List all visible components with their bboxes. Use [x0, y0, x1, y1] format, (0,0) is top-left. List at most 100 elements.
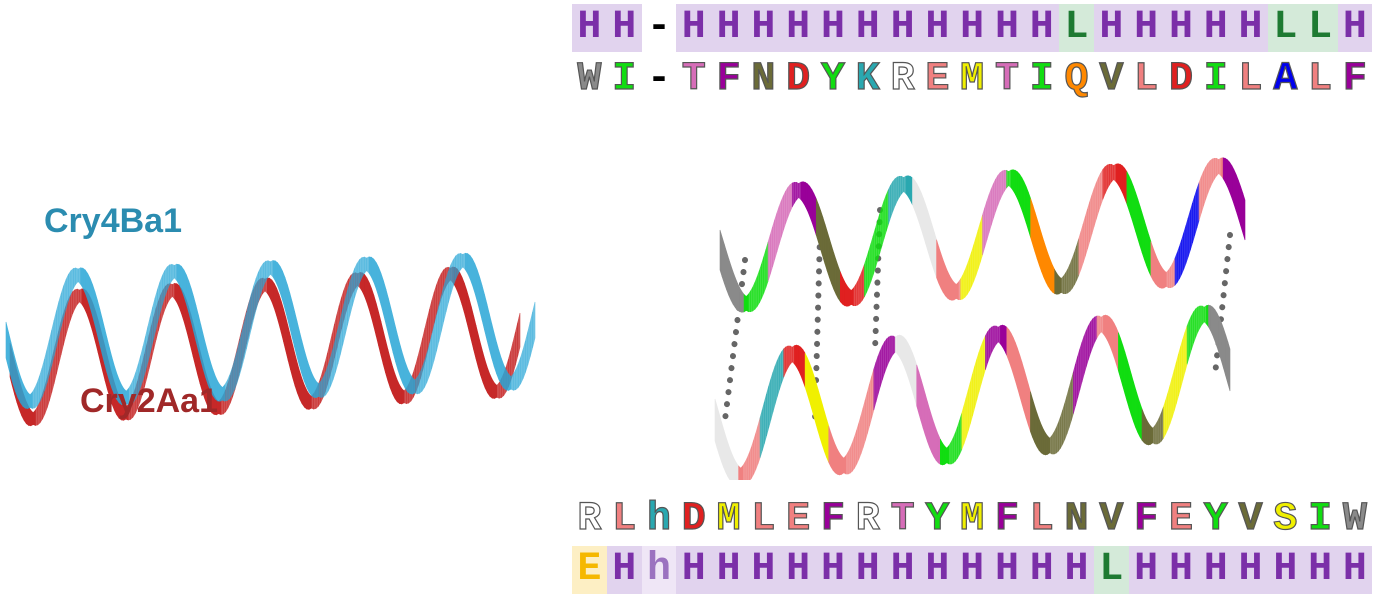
helix-segment	[366, 277, 370, 311]
helix-segment	[886, 336, 890, 368]
helix-segment	[1193, 308, 1196, 344]
helix-segment	[861, 264, 865, 302]
structure-cell: H	[606, 4, 642, 52]
helix-segment	[1058, 416, 1061, 452]
helix-segment	[1225, 157, 1228, 187]
helix-segment	[1025, 186, 1029, 231]
helix-segment	[1036, 219, 1040, 266]
helix-segment	[1157, 259, 1160, 289]
residue-cell: T	[994, 56, 1019, 102]
helix-segment	[1148, 234, 1152, 277]
helix-segment	[973, 237, 977, 282]
helix-segment	[294, 311, 298, 357]
helix-segment	[927, 401, 930, 448]
helix-segment	[1150, 241, 1154, 281]
helix-segment	[1223, 328, 1227, 377]
helix-segment	[469, 254, 473, 286]
helix-segment	[1201, 305, 1205, 326]
residue-cell: I	[1308, 496, 1333, 542]
helix-segment	[813, 193, 817, 236]
helix-segment	[730, 265, 734, 305]
structure-cell: H	[919, 546, 955, 594]
helix-segment	[1191, 310, 1194, 350]
helix-segment	[834, 444, 838, 475]
helix-segment	[289, 292, 293, 338]
helix-segment	[1021, 361, 1025, 412]
helix-segment	[1211, 157, 1215, 184]
helix-segment	[1195, 306, 1199, 338]
helix-segment	[813, 374, 817, 424]
helix-segment	[1113, 323, 1117, 365]
helix-segment	[1091, 188, 1095, 235]
helix-segment	[231, 360, 235, 395]
helix-segment	[842, 277, 845, 307]
helix-segment	[176, 263, 180, 286]
helix-segment	[868, 243, 872, 288]
helix-segment	[855, 280, 859, 307]
helix-segment	[407, 368, 411, 395]
helix-segment	[922, 386, 926, 436]
helix-segment	[1167, 385, 1171, 430]
helix-segment	[972, 366, 975, 417]
helix-segment	[739, 286, 743, 313]
helix-segment	[1184, 325, 1188, 373]
helix-segment	[532, 301, 536, 348]
helix-segment	[1209, 158, 1213, 188]
helix-segment	[776, 206, 780, 253]
helix-segment	[877, 350, 881, 395]
helix-segment	[459, 272, 463, 305]
helix-segment	[390, 307, 394, 353]
helix-segment	[178, 284, 182, 314]
helix-segment	[875, 220, 878, 269]
helix-segment	[397, 336, 401, 378]
helix-segment	[1025, 376, 1029, 426]
paired-helices	[714, 157, 1246, 480]
residue-cell: T	[681, 56, 706, 102]
helix-segment	[741, 290, 745, 313]
structure-cell: H	[850, 546, 886, 594]
residue-cell: W	[1342, 496, 1367, 542]
helix-segment	[171, 282, 175, 300]
helix-segment	[742, 461, 746, 480]
residue-cell: D	[786, 56, 811, 102]
helix-segment	[946, 444, 950, 465]
helix-segment	[520, 349, 524, 385]
helix-segment	[1088, 320, 1091, 360]
helix-segment	[318, 380, 322, 398]
helix-segment	[1060, 275, 1064, 295]
helix-segment	[1185, 217, 1189, 264]
helix-segment	[1227, 341, 1231, 392]
helix-segment	[80, 267, 84, 290]
helix-segment	[24, 387, 28, 409]
helix-segment	[724, 244, 727, 290]
helix-segment	[1109, 163, 1112, 186]
helix-segment	[1065, 268, 1069, 295]
helix-segment	[764, 393, 767, 444]
helix-segment	[879, 206, 883, 254]
helix-segment	[1130, 373, 1134, 422]
helix-segment	[1010, 333, 1014, 375]
helix-segment	[1139, 205, 1143, 254]
helix-segment	[809, 185, 813, 223]
helix-segment	[802, 348, 806, 388]
helix-segment	[1023, 368, 1027, 419]
helix-segment	[899, 334, 902, 362]
helix-segment	[385, 288, 389, 334]
helix-segment	[306, 357, 310, 393]
helix-segment	[72, 289, 76, 314]
helix-segment	[8, 331, 12, 377]
helix-segment	[783, 191, 786, 231]
helix-segment	[388, 297, 392, 344]
helix-segment	[1079, 342, 1083, 391]
structure-cell: H	[1267, 546, 1303, 594]
helix-segment	[770, 226, 773, 275]
helix-segment	[857, 276, 861, 306]
helix-segment	[826, 231, 830, 278]
helix-segment	[875, 355, 879, 403]
helix-segment	[785, 345, 789, 373]
helix-segment	[794, 181, 797, 204]
helix-segment	[461, 277, 465, 313]
residue-cell: I	[1029, 56, 1054, 102]
helix-segment	[1124, 167, 1128, 205]
helix-segment	[1143, 414, 1147, 445]
